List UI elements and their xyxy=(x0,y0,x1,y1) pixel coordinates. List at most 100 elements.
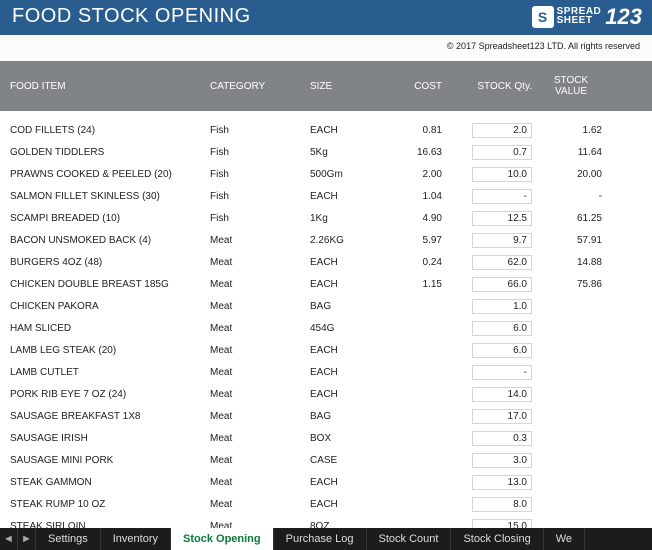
cell-stock-value: 20.00 xyxy=(536,169,606,180)
tab-purchase-log[interactable]: Purchase Log xyxy=(274,528,367,550)
tab-stock-count[interactable]: Stock Count xyxy=(367,528,452,550)
qty-input[interactable]: 12.5 xyxy=(472,211,532,226)
cell-stock-qty: 62.0 xyxy=(446,255,536,270)
qty-input[interactable]: 17.0 xyxy=(472,409,532,424)
cell-category: Meat xyxy=(206,411,306,422)
cell-size: EACH xyxy=(306,499,386,510)
qty-input[interactable]: 6.0 xyxy=(472,321,532,336)
cell-stock-qty: 1.0 xyxy=(446,299,536,314)
cell-category: Meat xyxy=(206,367,306,378)
cell-category: Meat xyxy=(206,235,306,246)
cell-size: BAG xyxy=(306,301,386,312)
cell-food-item: STEAK RUMP 10 OZ xyxy=(6,499,206,510)
header-stock-value-line1: STOCK xyxy=(540,75,602,86)
cell-size: EACH xyxy=(306,477,386,488)
table-row[interactable]: STEAK SIRLOINMeat8OZ15.0 xyxy=(0,515,652,528)
tab-stock-closing[interactable]: Stock Closing xyxy=(451,528,543,550)
cell-food-item: PRAWNS COOKED & PEELED (20) xyxy=(6,169,206,180)
qty-input[interactable]: 62.0 xyxy=(472,255,532,270)
cell-category: Meat xyxy=(206,455,306,466)
table-row[interactable]: SAUSAGE BREAKFAST 1X8MeatBAG17.0 xyxy=(0,405,652,427)
cell-size: 454G xyxy=(306,323,386,334)
qty-input[interactable]: 0.7 xyxy=(472,145,532,160)
table-row[interactable]: PORK RIB EYE 7 OZ (24)MeatEACH14.0 xyxy=(0,383,652,405)
qty-input[interactable]: 0.3 xyxy=(472,431,532,446)
cell-stock-qty: 10.0 xyxy=(446,167,536,182)
cell-cost: 0.24 xyxy=(386,257,446,268)
table-row[interactable]: SAUSAGE IRISHMeatBOX0.3 xyxy=(0,427,652,449)
qty-input[interactable]: 14.0 xyxy=(472,387,532,402)
qty-input[interactable]: 66.0 xyxy=(472,277,532,292)
header-stock-value: STOCK VALUE xyxy=(536,75,606,97)
tab-inventory[interactable]: Inventory xyxy=(101,528,171,550)
cell-category: Meat xyxy=(206,389,306,400)
cell-stock-value: 1.62 xyxy=(536,125,606,136)
cell-food-item: BACON UNSMOKED BACK (4) xyxy=(6,235,206,246)
cell-stock-qty: - xyxy=(446,365,536,380)
table-row[interactable]: SALMON FILLET SKINLESS (30)FishEACH1.04-… xyxy=(0,185,652,207)
cell-size: 1Kg xyxy=(306,213,386,224)
qty-input[interactable]: 10.0 xyxy=(472,167,532,182)
cell-stock-value: 14.88 xyxy=(536,257,606,268)
cell-category: Meat xyxy=(206,477,306,488)
cell-stock-value: - xyxy=(536,191,606,202)
tab-we[interactable]: We xyxy=(544,528,585,550)
table-row[interactable]: LAMB CUTLETMeatEACH- xyxy=(0,361,652,383)
table-row[interactable]: CHICKEN DOUBLE BREAST 185GMeatEACH1.1566… xyxy=(0,273,652,295)
qty-input[interactable]: - xyxy=(472,189,532,204)
cell-category: Fish xyxy=(206,169,306,180)
qty-input[interactable]: 8.0 xyxy=(472,497,532,512)
cell-size: EACH xyxy=(306,191,386,202)
table-row[interactable]: STEAK RUMP 10 OZMeatEACH8.0 xyxy=(0,493,652,515)
tab-nav-next[interactable]: ► xyxy=(18,528,36,550)
table-row[interactable]: STEAK GAMMONMeatEACH 13.0 xyxy=(0,471,652,493)
table-row[interactable]: SCAMPI BREADED (10)Fish1Kg4.9012.561.25 xyxy=(0,207,652,229)
qty-input[interactable]: 1.0 xyxy=(472,299,532,314)
cell-cost: 5.97 xyxy=(386,235,446,246)
table-row[interactable]: CHICKEN PAKORAMeatBAG1.0 xyxy=(0,295,652,317)
qty-input[interactable]: 9.7 xyxy=(472,233,532,248)
table-row[interactable]: LAMB LEG STEAK (20)MeatEACH6.0 xyxy=(0,339,652,361)
titlebar: FOOD STOCK OPENING S SPREAD SHEET 123 xyxy=(0,0,652,35)
table-row[interactable]: SAUSAGE MINI PORKMeatCASE3.0 xyxy=(0,449,652,471)
qty-input[interactable]: - xyxy=(472,365,532,380)
cell-stock-value: 75.86 xyxy=(536,279,606,290)
cell-food-item: STEAK GAMMON xyxy=(6,477,206,488)
table-row[interactable]: BURGERS 4OZ (48)MeatEACH0.2462.014.88 xyxy=(0,251,652,273)
cell-food-item: PORK RIB EYE 7 OZ (24) xyxy=(6,389,206,400)
cell-cost: 4.90 xyxy=(386,213,446,224)
table-row[interactable]: COD FILLETS (24)FishEACH0.812.01.62 xyxy=(0,119,652,141)
cell-food-item: SCAMPI BREADED (10) xyxy=(6,213,206,224)
qty-input[interactable]: 2.0 xyxy=(472,123,532,138)
table-row[interactable]: PRAWNS COOKED & PEELED (20)Fish500Gm2.00… xyxy=(0,163,652,185)
qty-input[interactable]: 3.0 xyxy=(472,453,532,468)
cell-food-item: STEAK SIRLOIN xyxy=(6,521,206,528)
qty-input[interactable]: 15.0 xyxy=(472,519,532,528)
cell-food-item: GOLDEN TIDDLERS xyxy=(6,147,206,158)
qty-input[interactable]: 13.0 xyxy=(472,475,532,490)
tab-stock-opening[interactable]: Stock Opening xyxy=(171,528,274,550)
table-row[interactable]: HAM SLICEDMeat454G6.0 xyxy=(0,317,652,339)
cell-cost: 16.63 xyxy=(386,147,446,158)
tab-nav-prev[interactable]: ◄ xyxy=(0,528,18,550)
qty-input[interactable]: 6.0 xyxy=(472,343,532,358)
cell-food-item: SAUSAGE MINI PORK xyxy=(6,455,206,466)
table-body: COD FILLETS (24)FishEACH0.812.01.62GOLDE… xyxy=(0,111,652,528)
cell-stock-value: 57.91 xyxy=(536,235,606,246)
page-title: FOOD STOCK OPENING xyxy=(12,5,251,28)
copyright-text: © 2017 Spreadsheet123 LTD. All rights re… xyxy=(0,35,652,61)
cell-size: 5Kg xyxy=(306,147,386,158)
cell-food-item: BURGERS 4OZ (48) xyxy=(6,257,206,268)
cell-category: Fish xyxy=(206,125,306,136)
table-row[interactable]: BACON UNSMOKED BACK (4)Meat2.26KG5.979.7… xyxy=(0,229,652,251)
logo-text: SPREAD SHEET xyxy=(557,8,602,25)
cell-size: 500Gm xyxy=(306,169,386,180)
cell-stock-qty: 14.0 xyxy=(446,387,536,402)
tab-settings[interactable]: Settings xyxy=(36,528,101,550)
table-row[interactable]: GOLDEN TIDDLERSFish5Kg16.630.711.64 xyxy=(0,141,652,163)
cell-cost: 0.81 xyxy=(386,125,446,136)
cell-category: Fish xyxy=(206,191,306,202)
cell-stock-qty: 9.7 xyxy=(446,233,536,248)
cell-stock-qty: 13.0 xyxy=(446,475,536,490)
cell-cost: 1.15 xyxy=(386,279,446,290)
